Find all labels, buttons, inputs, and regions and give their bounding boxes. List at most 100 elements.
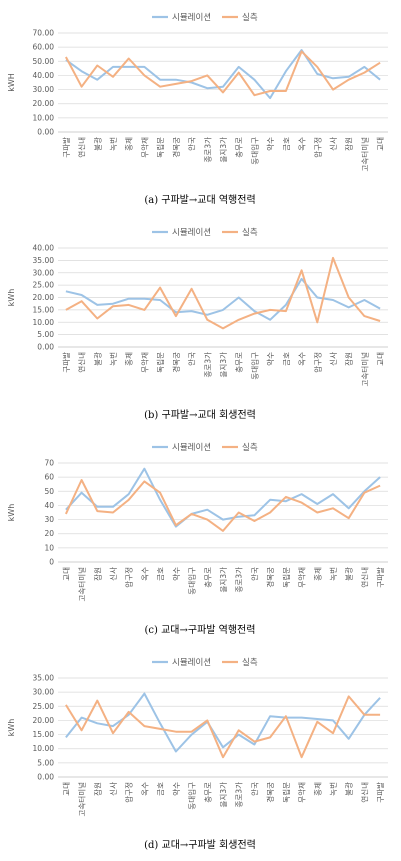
x-tick-label: 잠원 (344, 352, 354, 366)
y-tick-label: 35.00 (33, 256, 55, 265)
x-tick-label: 충무로 (235, 352, 244, 373)
x-tick-label: 동대입구 (250, 137, 259, 165)
x-tick-label: 금호 (156, 567, 165, 581)
y-tick-label: 40.00 (33, 244, 55, 253)
x-tick-label: 동대입구 (250, 352, 259, 380)
x-tick-label: 신사 (109, 567, 118, 581)
x-tick-label: 압구정 (312, 137, 322, 158)
y-tick-label: 30.00 (33, 85, 55, 94)
x-tick-label: 교대 (62, 782, 71, 796)
x-tick-label: 안국 (249, 567, 259, 581)
y-tick-label: 20 (44, 529, 54, 538)
x-tick-label: 연신내 (78, 137, 87, 158)
y-tick-label: 40.00 (33, 71, 55, 80)
y-tick-label: 20.00 (33, 99, 55, 108)
chart-d-reverse-regen-power: 0.00 5.00 10.00 15.00 20.00 25.00 30.00 35.00 kW… (7, 657, 388, 851)
x-tick-label: 옥수 (298, 137, 307, 151)
x-tick-label: 압구정 (124, 567, 134, 588)
x-tick-label: 녹번 (109, 352, 118, 366)
x-tick-label: 금호 (282, 137, 291, 151)
y-axis-label: kWh (7, 719, 16, 737)
x-tick-label: 신사 (109, 782, 118, 796)
x-tick-label: 동대입구 (188, 567, 197, 595)
x-tick-label: 무악재 (297, 782, 307, 803)
series-line-measured (64, 479, 381, 532)
x-tick-label: 충무로 (203, 567, 212, 588)
chart-c-reverse-forward-power: 0 10 20 30 40 50 60 70 kWh 교대 고속터미널 잠원 신사 압구정 옥수 금호 약수 동대… (7, 442, 388, 636)
x-tick-label: 압구정 (312, 352, 322, 373)
y-tick-label: 5.00 (37, 330, 54, 339)
legend-label: 시뮬레이션 (172, 442, 211, 453)
x-tick-label: 경복궁 (171, 137, 181, 158)
x-tick-label: 녹번 (329, 782, 338, 796)
x-tick-label: 옥수 (140, 567, 149, 581)
legend-label: 실측 (242, 442, 258, 453)
y-tick-label: 70.00 (33, 29, 55, 38)
y-tick-label: 30 (44, 515, 54, 524)
x-tick-label: 금호 (156, 782, 165, 796)
series-line-simulation (65, 277, 381, 321)
x-tick-label: 홍제 (312, 567, 322, 581)
x-tick-label: 약수 (265, 352, 275, 366)
x-tick-label: 녹번 (329, 567, 338, 581)
x-tick-label: 을지3가 (219, 352, 228, 378)
y-tick-label: 20.00 (33, 716, 55, 725)
y-tick-label: 70 (44, 459, 54, 468)
x-tick-label: 안국 (249, 782, 259, 796)
x-tick-label: 구파발 (376, 782, 385, 803)
x-tick-label: 종로3가 (203, 137, 212, 163)
x-tick-label: 약수 (171, 782, 181, 796)
x-tick-label: 구파발 (62, 137, 71, 158)
y-tick-label: 0.00 (37, 343, 54, 352)
x-tick-label: 고속터미널 (360, 137, 369, 172)
y-tick-label: 30.00 (33, 268, 55, 277)
x-tick-label: 홍제 (312, 782, 322, 796)
y-tick-label: 10.00 (33, 113, 55, 122)
x-tick-label: 무악재 (297, 567, 307, 588)
x-tick-label: 교대 (62, 567, 71, 581)
x-tick-label: 안국 (187, 352, 197, 366)
x-tick-label: 연신내 (360, 567, 369, 588)
series-line-simulation (65, 692, 381, 753)
x-tick-label: 경복궁 (265, 782, 275, 803)
legend-label: 시뮬레이션 (172, 12, 211, 23)
y-tick-label: 5.00 (37, 758, 54, 767)
x-tick-label: 을지3가 (219, 782, 228, 808)
x-tick-label: 금호 (282, 352, 291, 366)
y-tick-label: 25.00 (33, 281, 55, 290)
y-tick-label: 10.00 (33, 744, 55, 753)
x-tick-label: 독립문 (282, 782, 291, 803)
x-tick-label: 경복궁 (171, 352, 181, 373)
x-tick-label: 안국 (187, 137, 197, 151)
legend-label: 실측 (242, 12, 258, 23)
legend-label: 실측 (242, 227, 258, 238)
series-line-measured (65, 256, 381, 330)
x-tick-label: 충무로 (203, 782, 212, 803)
x-tick-label: 교대 (376, 352, 385, 366)
y-tick-label: 15.00 (33, 305, 55, 314)
x-tick-label: 잠원 (344, 137, 354, 151)
x-tick-label: 종로3가 (203, 352, 212, 378)
x-tick-label: 신사 (329, 352, 338, 366)
y-tick-label: 60 (44, 473, 54, 482)
series-line-measured (65, 695, 381, 759)
figure-caption: (a) 구파발→교대 역행전력 (144, 194, 255, 206)
y-tick-label: 20.00 (33, 293, 55, 302)
x-tick-label: 불광 (92, 137, 102, 151)
legend-label: 실측 (242, 657, 258, 668)
x-tick-label: 불광 (344, 567, 354, 581)
x-tick-label: 교대 (376, 137, 385, 151)
y-tick-label: 50 (44, 487, 54, 496)
y-axis-label: kWH (7, 73, 16, 92)
x-tick-label: 불광 (92, 352, 102, 366)
x-tick-label: 구파발 (62, 352, 71, 373)
x-tick-label: 잠원 (92, 782, 102, 796)
figure-caption: (b) 구파발→교대 회생전력 (144, 409, 256, 421)
y-tick-label: 35.00 (33, 674, 55, 683)
y-tick-label: 10.00 (33, 318, 55, 327)
x-tick-label: 무악재 (139, 137, 149, 158)
legend-label: 시뮬레이션 (172, 227, 211, 238)
x-tick-label: 경복궁 (265, 567, 275, 588)
x-tick-label: 녹번 (109, 137, 118, 151)
x-tick-label: 옥수 (298, 352, 307, 366)
